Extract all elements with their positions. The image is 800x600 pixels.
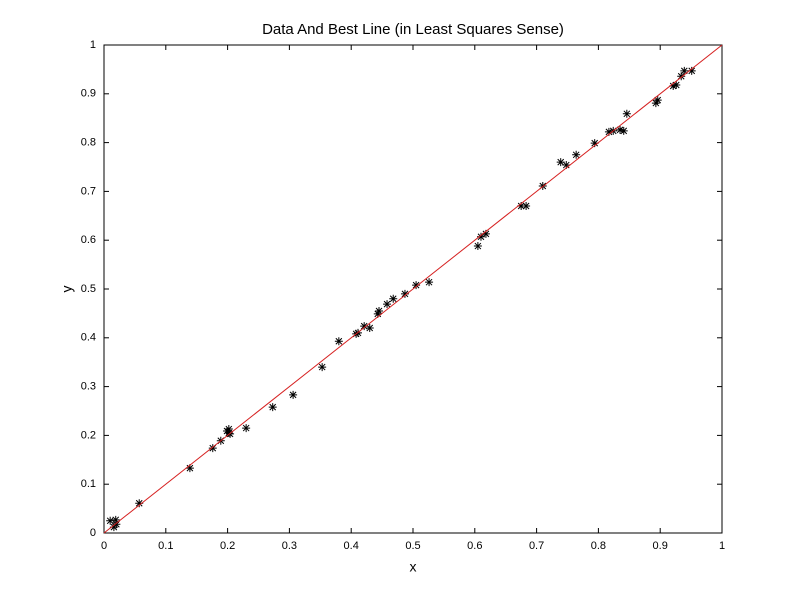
data-point [208,444,217,453]
data-point [383,300,392,309]
x-tick-label: 1 [719,540,725,552]
x-tick-label: 0.2 [220,540,235,552]
data-point [242,424,251,433]
chart-title: Data And Best Line (in Least Squares Sen… [262,21,564,38]
data-point [425,278,434,287]
y-tick-label: 0.5 [81,283,96,295]
y-tick-label: 0.8 [81,137,96,149]
y-tick-label: 0.1 [81,478,96,490]
data-point [476,232,485,241]
data-point [562,161,571,170]
data-point [365,324,374,333]
data-point [556,158,565,167]
y-tick-label: 0.9 [81,88,96,100]
data-point [289,390,298,399]
data-point [373,309,382,318]
data-point [522,202,531,211]
data-point [590,139,599,148]
y-tick-label: 0.6 [81,234,96,246]
data-point [224,425,233,434]
data-point [135,499,144,508]
data-point [481,229,490,238]
y-tick-label: 0.2 [81,429,96,441]
x-tick-label: 0.7 [529,540,544,552]
data-point [375,306,384,315]
data-point [400,289,409,298]
data-point [106,516,115,525]
data-point [572,150,581,159]
x-tick-label: 0 [101,540,107,552]
data-point [412,281,421,290]
data-point [672,81,681,90]
data-point [622,109,631,118]
data-point [112,520,121,529]
y-tick-label: 1 [90,39,96,51]
data-point [517,202,526,211]
y-tick-label: 0.7 [81,185,96,197]
x-tick-label: 0.8 [591,540,606,552]
data-point [111,515,120,524]
data-point [334,337,343,346]
data-point [318,363,327,372]
data-point [669,81,678,90]
x-tick-label: 0.3 [282,540,297,552]
data-point [653,96,662,105]
y-tick-label: 0 [90,527,96,539]
x-tick-label: 0.1 [158,540,173,552]
data-point [604,127,613,136]
x-tick-label: 0.4 [344,540,359,552]
data-point [268,403,277,412]
data-point [687,66,696,75]
data-point [619,126,628,135]
x-tick-label: 0.5 [405,540,420,552]
x-tick-label: 0.6 [467,540,482,552]
data-point [677,72,686,81]
data-point [360,322,369,331]
y-tick-label: 0.4 [81,332,96,344]
data-point [616,125,625,134]
data-point [680,66,689,75]
data-point [185,464,194,473]
x-axis-label: x [410,559,417,575]
x-tick-label: 0.9 [653,540,668,552]
data-point [473,242,482,251]
fit-line [103,44,723,534]
y-tick-label: 0.3 [81,381,96,393]
y-axis-label: y [59,286,75,293]
data-point [389,294,398,303]
data-point [651,99,660,108]
